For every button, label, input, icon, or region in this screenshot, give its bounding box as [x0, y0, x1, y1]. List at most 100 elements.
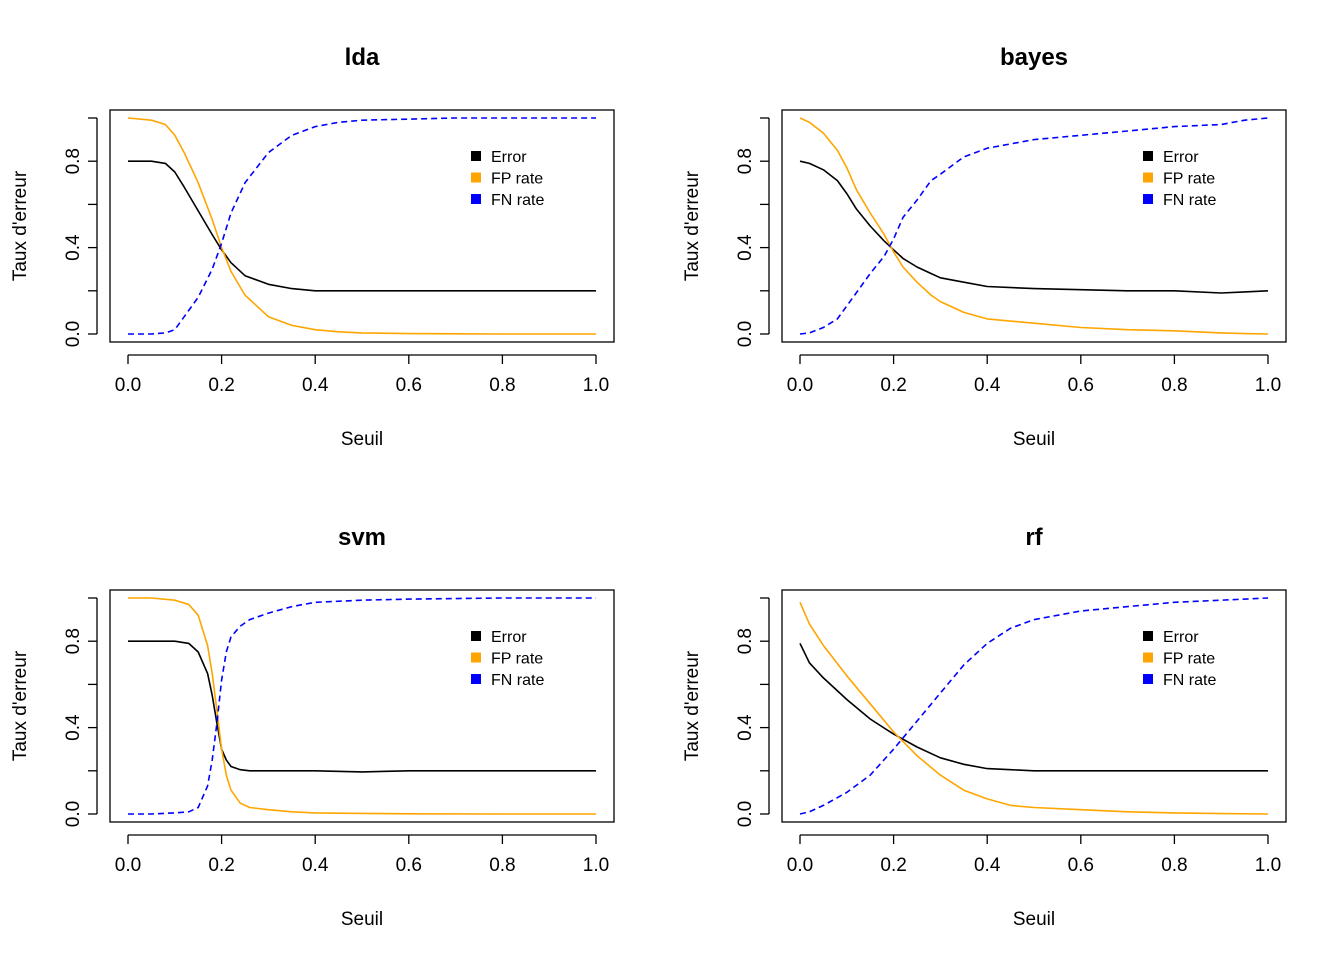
legend-swatch — [1143, 172, 1153, 183]
series-line-fn-rate — [128, 117, 596, 335]
x-tick-label: 1.0 — [1255, 855, 1281, 876]
legend: Error FP rate FN rate — [471, 149, 544, 209]
y-tick-label: 0.4 — [735, 714, 756, 741]
legend-label: FP rate — [491, 171, 543, 188]
series-line-fp-rate — [128, 597, 596, 815]
panel-rf: rf 0.0 0.2 0.4 0.6 0.8 1.0 Seuil 0.0 0.4 0.8 Taux d… — [682, 524, 1287, 930]
x-tick-label: 0.4 — [302, 855, 329, 876]
x-tick-label: 1.0 — [583, 855, 609, 876]
legend: Error FP rate FN rate — [1143, 629, 1216, 689]
x-axis: 0.0 0.2 0.4 0.6 0.8 1.0 — [787, 834, 1281, 876]
legend-swatch — [471, 631, 481, 641]
y-axis-label: Taux d'erreur — [10, 170, 31, 281]
x-tick-label: 0.2 — [208, 375, 234, 396]
x-tick-label: 0.8 — [489, 375, 515, 396]
chart-title: lda — [345, 44, 380, 71]
x-tick-label: 0.4 — [974, 855, 1001, 876]
panel-lda: lda 0.0 0.2 0.4 0.6 0.8 1.0 Seuil 0.0 0.4 0.8 Taux … — [10, 44, 615, 450]
x-tick-label: 0.6 — [1068, 855, 1094, 876]
series-line-fp-rate — [799, 601, 1269, 815]
plot-frame — [109, 589, 615, 823]
legend-label: FP rate — [1163, 651, 1215, 668]
series-line-error — [128, 160, 596, 292]
y-axis: 0.0 0.4 0.8 — [63, 597, 98, 827]
y-tick-label: 0.0 — [63, 321, 84, 347]
x-tick-label: 0.2 — [880, 375, 906, 396]
y-tick-label: 0.8 — [735, 148, 756, 174]
x-tick-label: 0.8 — [1161, 375, 1187, 396]
legend-label: Error — [491, 629, 527, 646]
legend-swatch — [471, 151, 481, 161]
y-tick-label: 0.0 — [63, 801, 84, 827]
series-line-fp-rate — [127, 117, 596, 335]
y-tick-label: 0.8 — [63, 148, 84, 174]
legend-label: FN rate — [491, 192, 544, 209]
x-axis-label: Seuil — [1013, 429, 1055, 450]
x-axis-label: Seuil — [341, 429, 383, 450]
y-tick-label: 0.8 — [63, 628, 84, 654]
legend-label: FN rate — [1163, 672, 1216, 689]
legend-label: Error — [491, 149, 527, 166]
series-line-error — [128, 640, 596, 773]
x-tick-label: 0.8 — [1161, 855, 1187, 876]
x-tick-label: 0.2 — [880, 855, 906, 876]
legend-label: FN rate — [491, 672, 544, 689]
x-tick-label: 0.6 — [396, 375, 422, 396]
x-tick-label: 0.4 — [302, 375, 329, 396]
panel-svm: svm 0.0 0.2 0.4 0.6 0.8 1.0 Seuil 0.0 0.4 0.8 Taux … — [10, 524, 615, 930]
series-line-fn-rate — [128, 597, 596, 815]
legend: Error FP rate FN rate — [1143, 149, 1216, 209]
x-tick-label: 1.0 — [1255, 375, 1281, 396]
x-axis: 0.0 0.2 0.4 0.6 0.8 1.0 — [787, 354, 1281, 396]
y-tick-label: 0.8 — [735, 628, 756, 654]
y-axis-label: Taux d'erreur — [682, 170, 703, 281]
legend: Error FP rate FN rate — [471, 629, 544, 689]
legend-swatch — [1143, 674, 1153, 684]
chart-title: svm — [338, 524, 386, 551]
x-tick-label: 0.0 — [787, 855, 813, 876]
legend-swatch — [1143, 151, 1153, 161]
x-tick-label: 0.2 — [208, 855, 234, 876]
x-tick-label: 0.6 — [396, 855, 422, 876]
chart-title: bayes — [1000, 44, 1068, 71]
y-tick-label: 0.0 — [735, 801, 756, 827]
plot-frame — [781, 589, 1287, 823]
y-axis: 0.0 0.4 0.8 — [735, 597, 770, 827]
legend-swatch — [471, 652, 481, 663]
panel-bayes: bayes 0.0 0.2 0.4 0.6 0.8 1.0 Seuil 0.0 0.4 0.8 Tau… — [682, 44, 1287, 450]
x-tick-label: 0.6 — [1068, 375, 1094, 396]
legend-label: Error — [1163, 629, 1199, 646]
y-axis-label: Taux d'erreur — [10, 650, 31, 761]
y-axis: 0.0 0.4 0.8 — [735, 117, 770, 347]
series-line-error — [799, 643, 1268, 772]
x-tick-label: 0.0 — [115, 855, 141, 876]
x-tick-label: 0.4 — [974, 375, 1001, 396]
series-line-fp-rate — [799, 117, 1269, 335]
plot-frame — [109, 109, 615, 343]
chart-title: rf — [1025, 524, 1043, 551]
legend-label: FP rate — [491, 651, 543, 668]
plot-frame — [781, 109, 1287, 343]
x-tick-label: 0.8 — [489, 855, 515, 876]
x-tick-label: 1.0 — [583, 375, 609, 396]
y-axis: 0.0 0.4 0.8 — [63, 117, 98, 347]
legend-swatch — [1143, 652, 1153, 663]
legend-label: Error — [1163, 149, 1199, 166]
x-tick-label: 0.0 — [787, 375, 813, 396]
legend-swatch — [471, 194, 481, 204]
x-axis: 0.0 0.2 0.4 0.6 0.8 1.0 — [115, 834, 609, 876]
legend-label: FP rate — [1163, 171, 1215, 188]
y-tick-label: 0.4 — [63, 234, 84, 261]
y-tick-label: 0.4 — [735, 234, 756, 261]
x-axis-label: Seuil — [341, 909, 383, 930]
y-tick-label: 0.4 — [63, 714, 84, 741]
legend-swatch — [471, 172, 481, 183]
x-tick-label: 0.0 — [115, 375, 141, 396]
x-axis-label: Seuil — [1013, 909, 1055, 930]
y-tick-label: 0.0 — [735, 321, 756, 347]
y-axis-label: Taux d'erreur — [682, 650, 703, 761]
legend-label: FN rate — [1163, 192, 1216, 209]
series-line-fn-rate — [799, 597, 1269, 815]
x-axis: 0.0 0.2 0.4 0.6 0.8 1.0 — [115, 354, 609, 396]
